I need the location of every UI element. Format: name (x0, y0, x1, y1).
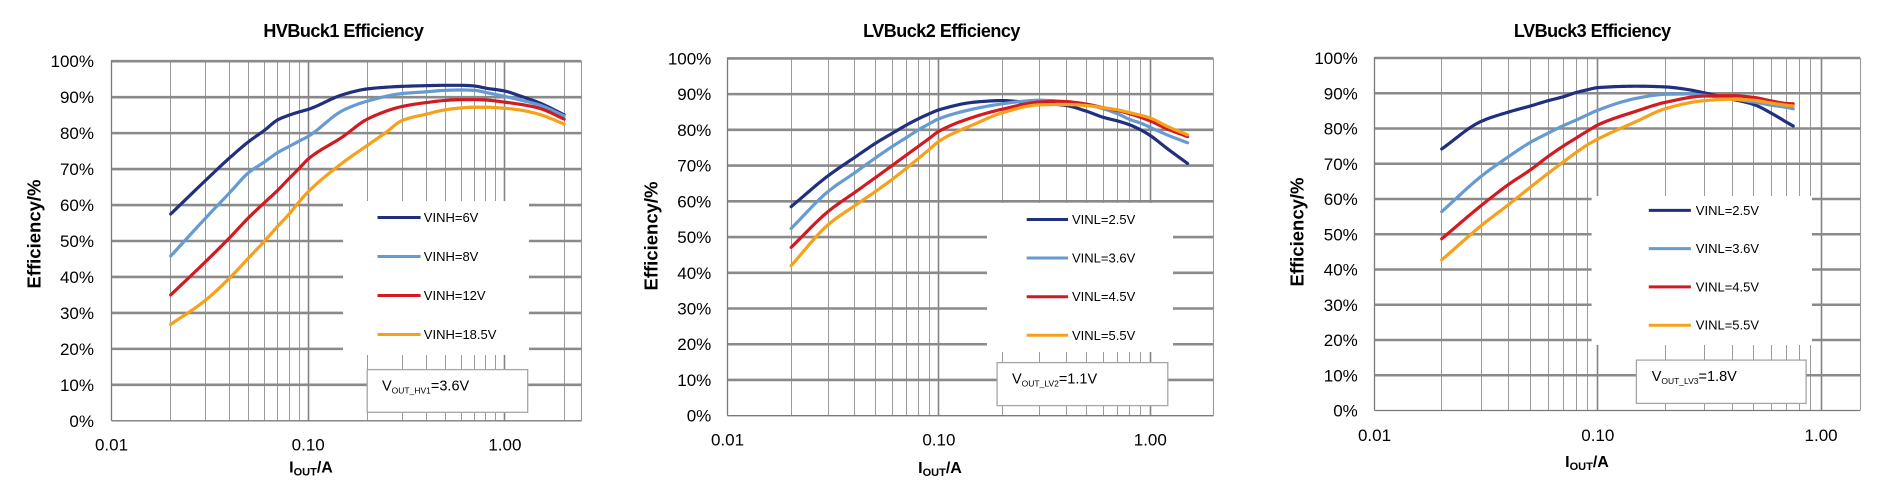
svg-text:1.00: 1.00 (488, 436, 521, 455)
svg-text:100%: 100% (51, 52, 94, 71)
svg-text:70%: 70% (677, 157, 711, 176)
svg-text:0%: 0% (1333, 402, 1358, 421)
svg-text:10%: 10% (60, 376, 94, 395)
svg-text:VINL=4.5V: VINL=4.5V (1696, 279, 1760, 294)
svg-text:20%: 20% (1324, 331, 1358, 350)
svg-text:10%: 10% (677, 371, 711, 390)
svg-text:70%: 70% (1324, 155, 1358, 174)
svg-text:0.01: 0.01 (1358, 426, 1391, 445)
svg-text:HVBuck1 Efficiency: HVBuck1 Efficiency (263, 21, 424, 41)
svg-text:10%: 10% (1324, 366, 1358, 385)
svg-text:VINH=18.5V: VINH=18.5V (424, 327, 497, 342)
svg-text:70%: 70% (60, 160, 94, 179)
svg-text:100%: 100% (668, 49, 711, 68)
svg-text:30%: 30% (1324, 296, 1358, 315)
svg-text:40%: 40% (1324, 261, 1358, 280)
svg-text:20%: 20% (60, 340, 94, 359)
svg-text:0.10: 0.10 (922, 431, 955, 450)
svg-text:50%: 50% (677, 228, 711, 247)
svg-text:Efficiency/%: Efficiency/% (1287, 178, 1308, 287)
svg-text:VINH=6V: VINH=6V (424, 210, 479, 225)
svg-text:80%: 80% (60, 124, 94, 143)
svg-text:30%: 30% (60, 304, 94, 323)
svg-text:80%: 80% (1324, 120, 1358, 139)
svg-text:VINL=3.6V: VINL=3.6V (1072, 251, 1136, 266)
svg-text:50%: 50% (60, 232, 94, 251)
svg-text:VINL=5.5V: VINL=5.5V (1072, 328, 1136, 343)
svg-text:60%: 60% (677, 192, 711, 211)
svg-text:1.00: 1.00 (1805, 426, 1838, 445)
svg-text:Efficiency/%: Efficiency/% (641, 182, 662, 291)
svg-text:100%: 100% (1314, 49, 1357, 68)
svg-text:LVBuck2 Efficiency: LVBuck2 Efficiency (863, 21, 1020, 41)
svg-text:40%: 40% (677, 264, 711, 283)
svg-text:90%: 90% (1324, 84, 1358, 103)
svg-text:VINL=4.5V: VINL=4.5V (1072, 289, 1136, 304)
svg-text:0%: 0% (69, 412, 94, 431)
svg-text:VINH=12V: VINH=12V (424, 288, 486, 303)
svg-text:20%: 20% (677, 335, 711, 354)
svg-text:0%: 0% (687, 407, 712, 426)
svg-text:0.01: 0.01 (711, 431, 744, 450)
svg-text:0.10: 0.10 (1581, 426, 1614, 445)
svg-text:VINL=2.5V: VINL=2.5V (1696, 203, 1760, 218)
svg-text:50%: 50% (1324, 225, 1358, 244)
svg-text:90%: 90% (60, 88, 94, 107)
svg-text:VINL=5.5V: VINL=5.5V (1696, 318, 1760, 333)
svg-text:0.01: 0.01 (95, 436, 128, 455)
svg-text:60%: 60% (60, 196, 94, 215)
svg-text:60%: 60% (1324, 190, 1358, 209)
svg-text:40%: 40% (60, 268, 94, 287)
svg-text:0.10: 0.10 (292, 436, 325, 455)
svg-text:Efficiency/%: Efficiency/% (24, 180, 45, 289)
svg-text:30%: 30% (677, 300, 711, 319)
svg-text:VINL=3.6V: VINL=3.6V (1696, 241, 1760, 256)
svg-text:VINH=8V: VINH=8V (424, 249, 479, 264)
svg-text:LVBuck3 Efficiency: LVBuck3 Efficiency (1514, 21, 1671, 41)
svg-text:VINL=2.5V: VINL=2.5V (1072, 212, 1136, 227)
svg-text:90%: 90% (677, 85, 711, 104)
svg-text:1.00: 1.00 (1134, 431, 1167, 450)
svg-text:80%: 80% (677, 121, 711, 140)
